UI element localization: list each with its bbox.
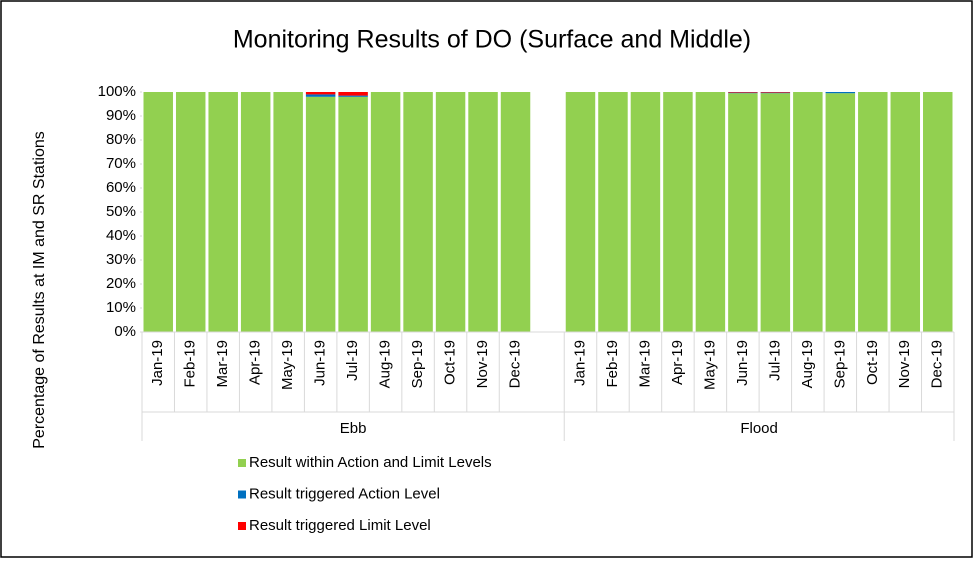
bar-segment: [500, 92, 531, 332]
x-tick-label: Feb-19: [604, 340, 621, 388]
bar-segment: [240, 92, 271, 332]
x-tick-label: Mar-19: [636, 340, 653, 388]
bar-segment: [760, 92, 791, 93]
y-axis-title: Percentage of Results at IM and SR Stati…: [31, 131, 48, 449]
x-tick-label: Dec-19: [929, 340, 946, 388]
x-tick-label: Oct-19: [864, 340, 881, 385]
chart-title: Monitoring Results of DO (Surface and Mi…: [233, 26, 751, 54]
bar-segment: [825, 93, 856, 332]
x-tick-label: Nov-19: [896, 340, 913, 388]
x-tick-label: Jun-19: [312, 340, 329, 386]
y-tick-label: 60%: [106, 179, 136, 196]
bar-segment: [403, 92, 433, 332]
bar-segment: [630, 92, 661, 332]
bar-segment: [273, 92, 303, 332]
x-tick-label: Feb-19: [182, 340, 199, 388]
legend-swatch: [238, 490, 246, 499]
x-tick-label: Apr-19: [669, 340, 686, 385]
x-tick-label: Jan-19: [149, 340, 166, 386]
bar-segment: [305, 94, 336, 97]
bar-segment: [923, 92, 953, 332]
bar-segment: [338, 92, 368, 96]
y-tick-label: 50%: [106, 203, 136, 220]
x-tick-label: May-19: [279, 340, 296, 390]
group-label: Ebb: [340, 420, 367, 437]
bar-segment: [695, 92, 726, 332]
x-tick-label: Oct-19: [442, 340, 459, 385]
y-tick-label: 0%: [114, 323, 136, 340]
y-tick-label: 80%: [106, 131, 136, 148]
bar-segment: [858, 92, 888, 332]
legend-swatch: [238, 459, 246, 467]
x-tick-label: Jun-19: [734, 340, 751, 386]
bar-segment: [793, 92, 823, 332]
x-tick-label: Jan-19: [571, 340, 588, 386]
bar-segment: [370, 92, 401, 332]
y-tick-label: 70%: [106, 155, 136, 172]
x-tick-label: May-19: [701, 340, 718, 390]
bar-segment: [338, 95, 368, 97]
bar-segment: [175, 92, 206, 332]
bar-segment: [565, 92, 596, 332]
bar-segment: [825, 92, 856, 94]
bar-segment: [728, 92, 758, 94]
x-tick-label: Apr-19: [247, 340, 264, 385]
y-tick-label: 20%: [106, 275, 136, 292]
bar-segment: [338, 96, 368, 332]
group-label: Flood: [740, 420, 778, 437]
bar-segment: [760, 92, 791, 94]
legend-label: Result triggered Limit Level: [249, 517, 431, 534]
x-tick-label: Aug-19: [377, 340, 394, 388]
bar-segment: [728, 92, 758, 93]
y-tick-label: 90%: [106, 107, 136, 124]
bar-segment: [890, 92, 921, 332]
y-tick-label: 30%: [106, 251, 136, 268]
x-tick-label: Sep-19: [831, 340, 848, 388]
legend-swatch: [238, 522, 246, 530]
bar-segment: [598, 92, 628, 332]
bar-segment: [143, 92, 173, 332]
bar-segment: [468, 92, 498, 332]
y-tick-label: 40%: [106, 227, 136, 244]
x-tick-label: Jul-19: [766, 340, 783, 381]
x-tick-label: Dec-19: [506, 340, 523, 388]
y-tick-label: 10%: [106, 299, 136, 316]
x-tick-label: Aug-19: [799, 340, 816, 388]
x-tick-label: Sep-19: [409, 340, 426, 388]
legend-label: Result triggered Action Level: [249, 485, 440, 502]
x-tick-label: Mar-19: [214, 340, 231, 388]
bar-segment: [663, 92, 693, 332]
legend-label: Result within Action and Limit Levels: [249, 454, 492, 471]
bar-segment: [728, 93, 758, 332]
bar-segment: [435, 92, 466, 332]
bar-segment: [305, 96, 336, 332]
x-tick-label: Jul-19: [344, 340, 361, 381]
x-tick-label: Nov-19: [474, 340, 491, 388]
y-tick-label: 100%: [98, 83, 136, 100]
bar-segment: [760, 93, 791, 332]
bar-segment: [305, 92, 336, 95]
bar-segment: [208, 92, 238, 332]
